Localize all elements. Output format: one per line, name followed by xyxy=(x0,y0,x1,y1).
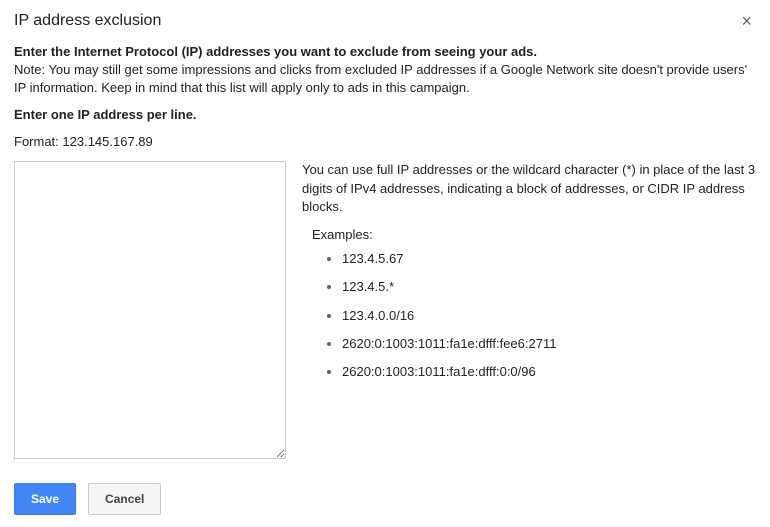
example-item: 2620:0:1003:1011:fa1e:dfff:fee6:2711 xyxy=(342,335,756,353)
examples-label: Examples: xyxy=(312,226,756,244)
example-item: 2620:0:1003:1011:fa1e:dfff:0:0/96 xyxy=(342,363,756,381)
dialog-title: IP address exclusion xyxy=(14,12,161,30)
help-intro: You can use full IP addresses or the wil… xyxy=(302,161,756,216)
example-item: 123.4.5.67 xyxy=(342,250,756,268)
example-item: 123.4.5.* xyxy=(342,278,756,296)
help-panel: You can use full IP addresses or the wil… xyxy=(302,161,756,391)
main-instruction: Enter the Internet Protocol (IP) address… xyxy=(14,44,756,59)
main-area: You can use full IP addresses or the wil… xyxy=(14,161,756,459)
close-icon[interactable]: × xyxy=(737,12,756,30)
cancel-button[interactable]: Cancel xyxy=(88,483,161,515)
example-item: 123.4.0.0/16 xyxy=(342,307,756,325)
dialog-header: IP address exclusion × xyxy=(14,12,756,30)
format-example: Format: 123.145.167.89 xyxy=(14,134,756,149)
examples-list: 123.4.5.67 123.4.5.* 123.4.0.0/16 2620:0… xyxy=(302,250,756,381)
note-text: Note: You may still get some impressions… xyxy=(14,61,756,97)
save-button[interactable]: Save xyxy=(14,483,76,515)
button-row: Save Cancel xyxy=(14,483,161,515)
ip-address-input[interactable] xyxy=(14,161,286,459)
per-line-instruction: Enter one IP address per line. xyxy=(14,107,756,122)
